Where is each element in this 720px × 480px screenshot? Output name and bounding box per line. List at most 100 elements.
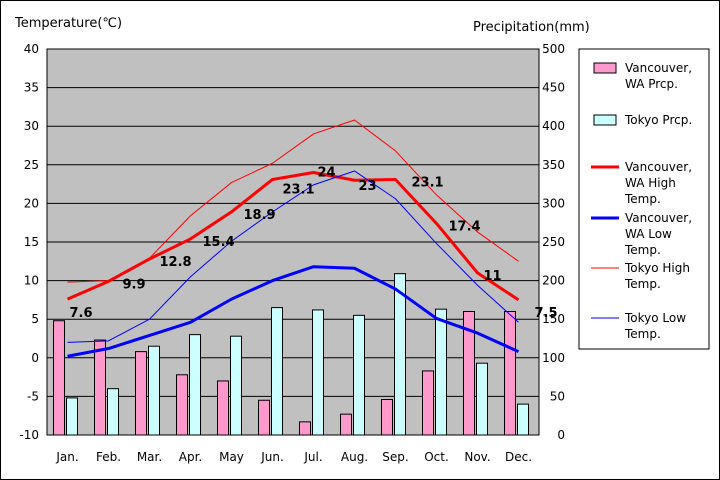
left-tick-label: 10	[24, 274, 39, 288]
right-tick-label: 50	[550, 389, 565, 403]
precip-bar	[381, 398, 393, 436]
data-label: 7.6	[70, 306, 93, 321]
left-tick-label: 20	[24, 196, 39, 210]
left-tick-label: -10	[19, 428, 39, 442]
x-tick-label: Sep.	[382, 450, 408, 464]
precip-bar	[230, 335, 242, 436]
x-tick-label: Aug.	[341, 450, 368, 464]
precip-bar	[463, 310, 475, 436]
left-tick-label: 5	[31, 312, 39, 326]
precip-bar	[135, 351, 147, 436]
x-tick-label: Apr.	[179, 450, 202, 464]
x-tick-label: Mar.	[137, 450, 162, 464]
precip-bar	[435, 308, 447, 436]
precip-bar	[422, 370, 434, 436]
right-tick-label: 100	[542, 351, 565, 365]
left-axis-ticks: 40 35 30 25 20 15 10 5 0 -5 -10	[19, 42, 39, 442]
legend-label: Vancouver,	[625, 61, 692, 75]
precip-bar	[340, 413, 352, 436]
data-label: 18.9	[244, 208, 276, 223]
legend-label: Tokyo Low	[624, 311, 686, 325]
data-label: 12.8	[160, 255, 192, 270]
legend-swatch	[593, 62, 617, 74]
precip-bar	[217, 380, 229, 436]
precip-bar	[312, 309, 324, 436]
x-tick-label: Oct.	[424, 450, 449, 464]
x-tick-label: Jan.	[55, 450, 78, 464]
grid-lines	[47, 87, 539, 397]
data-label: 17.4	[449, 219, 481, 234]
precipitation-bars	[53, 273, 529, 436]
legend-label: WA Prcp.	[625, 77, 678, 91]
left-tick-label: 15	[24, 235, 39, 249]
data-label: 23.1	[283, 182, 315, 197]
temp-line	[67, 119, 519, 283]
right-tick-label: 150	[542, 312, 565, 326]
data-label: 23	[359, 179, 377, 194]
x-tick-label: Nov.	[464, 450, 490, 464]
right-axis-title: Precipitation(mm)	[473, 20, 590, 35]
left-tick-label: 30	[24, 119, 39, 133]
precip-bar	[258, 399, 270, 436]
left-tick-label: 0	[31, 351, 39, 365]
legend-label: Temp.	[624, 327, 661, 341]
data-label: 15.4	[203, 235, 235, 250]
legend-label: Tokyo Prcp.	[624, 113, 692, 127]
left-tick-label: -5	[27, 389, 39, 403]
legend-label: Tokyo High	[624, 261, 690, 275]
left-tick-label: 35	[24, 81, 39, 95]
legend-label: Vancouver,	[625, 211, 692, 225]
precip-bar	[476, 362, 488, 436]
temp-line	[66, 171, 520, 302]
x-tick-label: Dec.	[505, 450, 532, 464]
legend-label: WA High	[625, 176, 676, 190]
left-axis-title: Temperature(℃)	[14, 16, 122, 31]
precip-bar	[271, 307, 283, 436]
precip-bar	[353, 314, 365, 436]
data-label: 23.1	[412, 175, 444, 190]
data-label: 7.5	[535, 306, 558, 321]
right-tick-label: 500	[542, 42, 565, 56]
x-tick-label: May	[219, 450, 244, 464]
x-tick-label: Jul.	[303, 450, 322, 464]
left-tick-label: 25	[24, 158, 39, 172]
precip-bar	[94, 339, 106, 436]
precip-bar	[66, 397, 78, 436]
legend-label: Temp.	[624, 243, 661, 257]
x-tick-label: Jun.	[260, 450, 284, 464]
x-axis-ticks: Jan. Feb. Mar. Apr. May Jun. Jul. Aug. Sep. Oct. N…	[55, 450, 532, 464]
precip-bar	[189, 334, 201, 436]
precip-bar	[107, 388, 119, 436]
precip-bar	[504, 310, 516, 436]
precip-bar	[148, 345, 160, 436]
legend-label: Temp.	[624, 192, 661, 206]
temperature-lines	[66, 119, 520, 358]
right-tick-label: 250	[542, 235, 565, 249]
x-tick-label: Feb.	[96, 450, 121, 464]
right-tick-label: 0	[557, 428, 565, 442]
data-label: 11	[484, 269, 502, 284]
legend-swatch	[593, 114, 617, 126]
precip-bar	[176, 374, 188, 436]
legend-label: WA Low	[625, 227, 672, 241]
right-tick-label: 400	[542, 119, 565, 133]
right-tick-label: 450	[542, 81, 565, 95]
right-tick-label: 200	[542, 274, 565, 288]
data-label: 24	[318, 166, 336, 181]
data-label: 9.9	[123, 277, 146, 292]
legend-box	[578, 48, 710, 350]
precip-bar	[299, 421, 311, 436]
precip-bar	[53, 320, 65, 436]
legend-label: Temp.	[624, 277, 661, 291]
precip-bar	[517, 403, 529, 436]
right-tick-label: 300	[542, 196, 565, 210]
temp-line	[67, 170, 519, 343]
left-tick-label: 40	[24, 42, 39, 56]
temp-line	[67, 265, 520, 358]
right-tick-label: 350	[542, 158, 565, 172]
legend: Vancouver, WA Prcp. Tokyo Prcp. Vancouver, W…	[578, 48, 710, 350]
